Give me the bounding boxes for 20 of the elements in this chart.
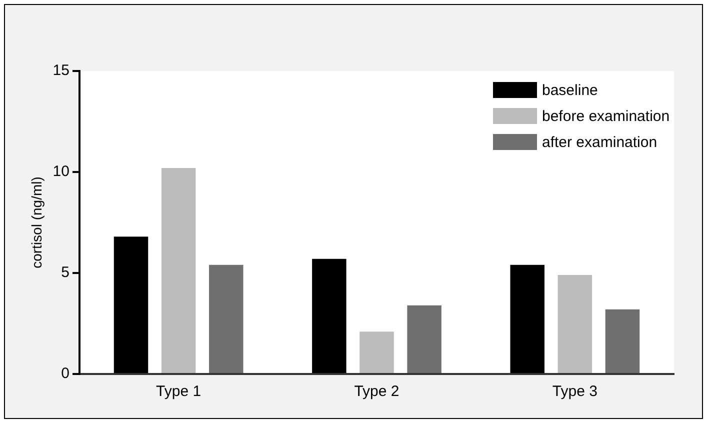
bar bbox=[114, 236, 148, 373]
bar bbox=[360, 332, 394, 373]
legend-label: baseline bbox=[542, 82, 598, 98]
bar bbox=[407, 305, 442, 373]
bar bbox=[605, 309, 640, 373]
x-tick-label: Type 2 bbox=[354, 383, 400, 400]
legend-label: after examination bbox=[542, 134, 658, 150]
y-axis-title: cortisol (ng/ml) bbox=[28, 176, 44, 268]
x-tick-label: Type 1 bbox=[156, 383, 202, 400]
bar bbox=[510, 264, 544, 373]
x-tick-label: Type 3 bbox=[552, 383, 598, 400]
y-tick-label: 0 bbox=[61, 365, 70, 382]
y-tick-label: 5 bbox=[61, 264, 70, 282]
bar bbox=[558, 275, 592, 373]
bar bbox=[312, 258, 346, 373]
bar bbox=[209, 264, 244, 373]
y-tick-label: 10 bbox=[52, 163, 70, 180]
y-tick-label: 15 bbox=[52, 62, 70, 80]
legend-label: before examination bbox=[542, 108, 670, 124]
bar bbox=[161, 168, 196, 373]
